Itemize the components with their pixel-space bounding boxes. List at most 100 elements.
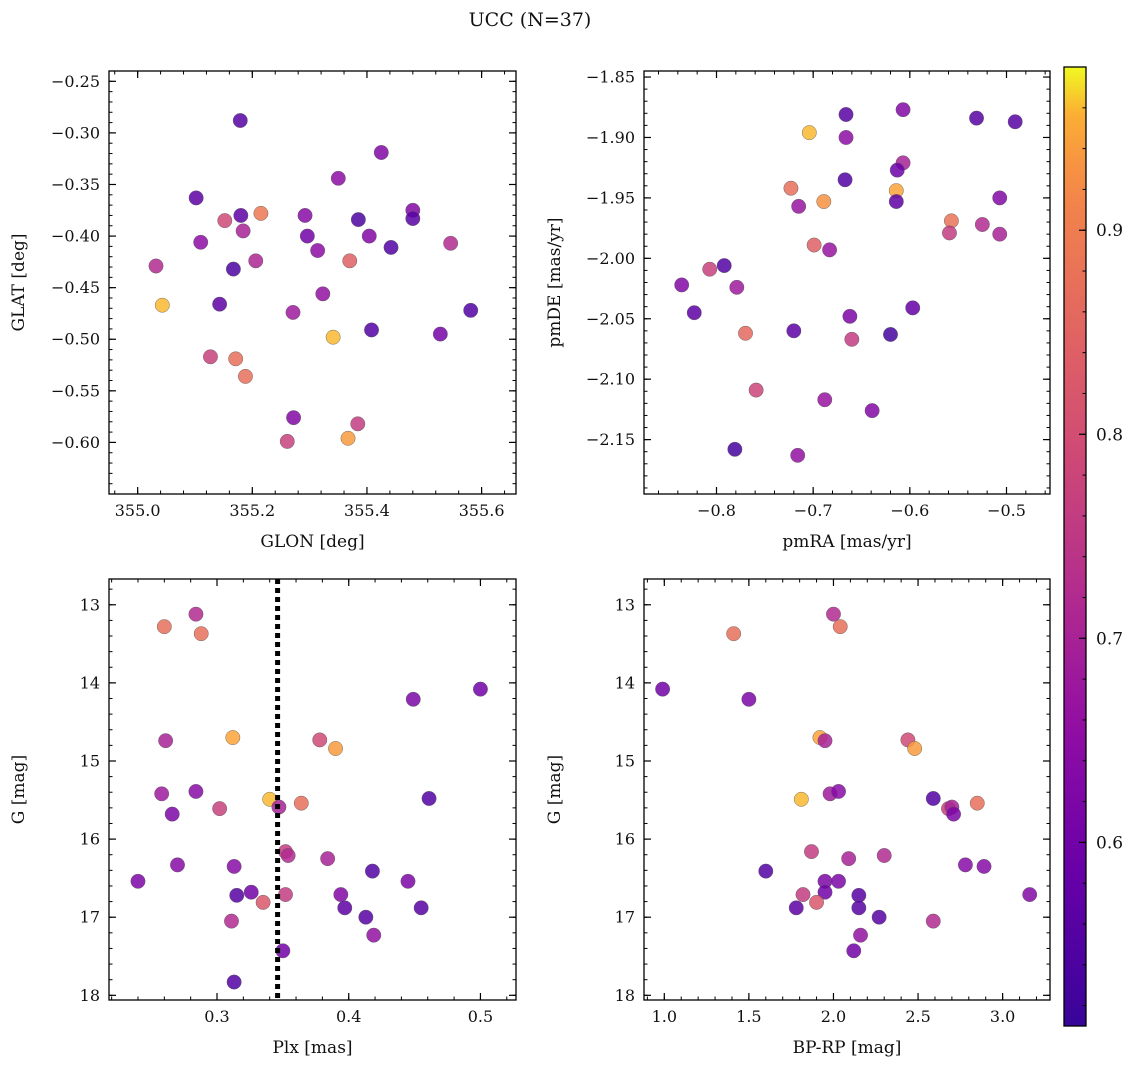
data-point [817, 733, 833, 749]
y-tick-label: −0.55 [51, 381, 100, 400]
data-point [992, 190, 1008, 206]
data-point [729, 279, 745, 295]
x-axis-label: Plx [mas] [272, 1038, 352, 1058]
data-point [837, 172, 853, 188]
data-point [310, 243, 326, 258]
data-point [822, 242, 837, 258]
y-tick-label: −1.90 [586, 128, 635, 147]
data-point [432, 326, 448, 342]
data-point [817, 392, 833, 408]
x-tick-label: 355.4 [344, 501, 390, 520]
y-tick-label: −2.10 [586, 370, 635, 389]
data-point [158, 733, 174, 749]
major-ticks [109, 579, 516, 1000]
data-point [228, 351, 244, 367]
data-point [925, 913, 941, 929]
data-point [328, 741, 343, 756]
data-point [193, 234, 209, 250]
data-point [225, 261, 241, 277]
colorbar-tick-label: 0.9 [1096, 221, 1123, 241]
data-point [748, 382, 764, 398]
y-tick-label: −0.35 [51, 175, 100, 194]
data-point [790, 447, 806, 463]
data-point [225, 730, 241, 745]
data-point [154, 297, 170, 313]
data-point [224, 913, 239, 929]
data-point [238, 368, 253, 384]
data-point [871, 909, 887, 925]
minor-ticks [109, 579, 516, 1000]
major-ticks [109, 71, 516, 494]
data-layer [130, 579, 488, 1000]
data-point [229, 887, 245, 903]
data-point [188, 190, 204, 206]
colorbar-tick-label: 0.7 [1096, 629, 1123, 649]
data-point [154, 786, 170, 802]
data-point [716, 258, 732, 273]
data-point [969, 110, 984, 126]
panel-1: 355.0 355.2 355.4 355.6 −0.25 −0.30 −0.35 −0.40… [9, 70, 517, 552]
x-tick-label: 2.5 [905, 1007, 930, 1026]
x-tick-label: −0.5 [987, 501, 1026, 520]
data-point [889, 162, 905, 178]
data-point [883, 327, 898, 342]
data-point [193, 626, 209, 642]
data-point [788, 900, 804, 916]
y-tick-label: −1.95 [586, 188, 635, 207]
y-tick-label: 16 [615, 830, 635, 849]
x-tick-label: 355.0 [115, 501, 161, 520]
y-tick-label: −0.30 [51, 123, 100, 142]
data-point [905, 300, 921, 316]
data-point [164, 806, 180, 822]
y-tick-label: 14 [615, 673, 635, 692]
data-point [846, 943, 862, 959]
data-point [255, 894, 271, 910]
panel-3: 0.3 0.4 0.5 13 14 15 16 17 18 Plx [mas] G [mag] [9, 578, 517, 1058]
data-point [832, 619, 848, 635]
panels: 355.0 355.2 355.4 355.6 −0.25 −0.30 −0.35 −0.40… [9, 68, 1051, 1058]
y-axis-label: GLAT [deg] [9, 233, 29, 331]
data-point [232, 113, 248, 128]
data-point [791, 198, 807, 214]
data-point [895, 102, 911, 118]
x-axis-label: BP-RP [mag] [793, 1038, 902, 1058]
data-point [853, 927, 868, 943]
data-point [188, 784, 204, 799]
data-point [801, 125, 817, 141]
data-point [364, 322, 379, 338]
data-point [946, 806, 961, 822]
x-tick-label: 0.3 [204, 1007, 229, 1026]
data-point [686, 305, 702, 321]
data-layer [655, 606, 1038, 959]
data-point [361, 228, 377, 244]
data-point [831, 784, 846, 799]
x-tick-label: 0.4 [336, 1007, 361, 1026]
data-point [942, 225, 957, 241]
data-point [286, 410, 301, 426]
data-point [674, 277, 690, 293]
data-point [817, 884, 833, 900]
y-tick-label: −2.00 [586, 249, 635, 268]
data-layer [674, 102, 1023, 463]
data-point [350, 416, 366, 432]
data-point [876, 848, 892, 863]
y-tick-label: 13 [80, 595, 100, 614]
data-point [844, 331, 860, 347]
data-point [907, 741, 923, 756]
minor-ticks [109, 70, 516, 495]
data-point [235, 223, 251, 239]
y-tick-label: −0.25 [51, 72, 100, 91]
y-tick-label: 18 [80, 986, 100, 1005]
data-point [925, 791, 941, 806]
y-tick-label: 18 [615, 986, 635, 1005]
data-point [851, 900, 867, 916]
data-point [299, 228, 315, 244]
x-tick-label: 1.0 [652, 1007, 677, 1026]
y-tick-label: −1.85 [586, 68, 635, 87]
data-point [463, 302, 479, 318]
data-point [350, 212, 366, 227]
data-point [383, 240, 399, 255]
y-tick-label: 15 [615, 751, 635, 770]
